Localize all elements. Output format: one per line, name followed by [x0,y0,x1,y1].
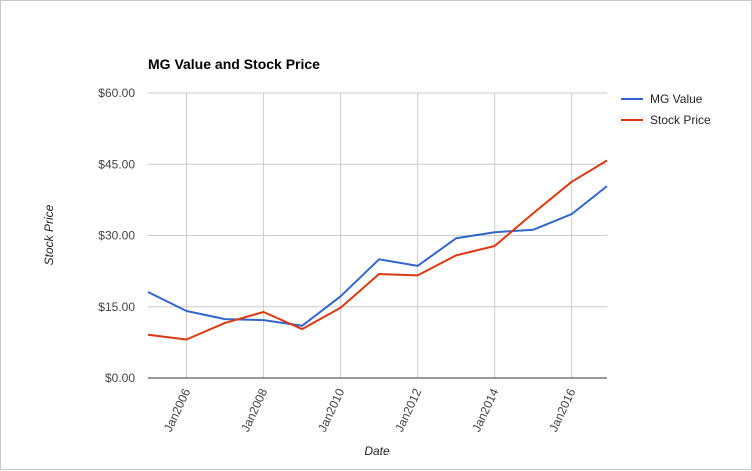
y-tick-label: $15.00 [98,300,135,314]
y-axis-ticks: $0.00 $15.00 $30.00 $45.00 $60.00 [98,86,135,385]
gridlines [148,92,607,378]
legend-label: MG Value [650,92,703,106]
x-axis-title: Date [364,444,390,458]
y-tick-label: $0.00 [105,371,135,385]
x-tick-label: Jan2008 [238,386,270,434]
series-lines [147,159,608,341]
y-tick-label: $60.00 [98,86,135,100]
series-line-stock-price [147,159,608,341]
x-tick-label: Jan2010 [315,386,347,434]
x-tick-label: Jan2012 [392,386,424,434]
x-tick-label: Jan2006 [161,386,193,434]
chart-title: MG Value and Stock Price [148,56,320,72]
y-tick-label: $45.00 [98,157,135,171]
x-axis-ticks: Jan2006 Jan2008 Jan2010 Jan2012 Jan2014 Jan20… [161,386,578,434]
series-line-mg-value [147,185,608,327]
x-tick-label: Jan2014 [469,386,501,434]
y-tick-label: $30.00 [98,229,135,243]
y-axis-title: Stock Price [42,204,56,265]
x-tick-label: Jan2016 [546,386,578,434]
legend-label: Stock Price [650,113,711,127]
legend: MG Value Stock Price [621,92,711,127]
